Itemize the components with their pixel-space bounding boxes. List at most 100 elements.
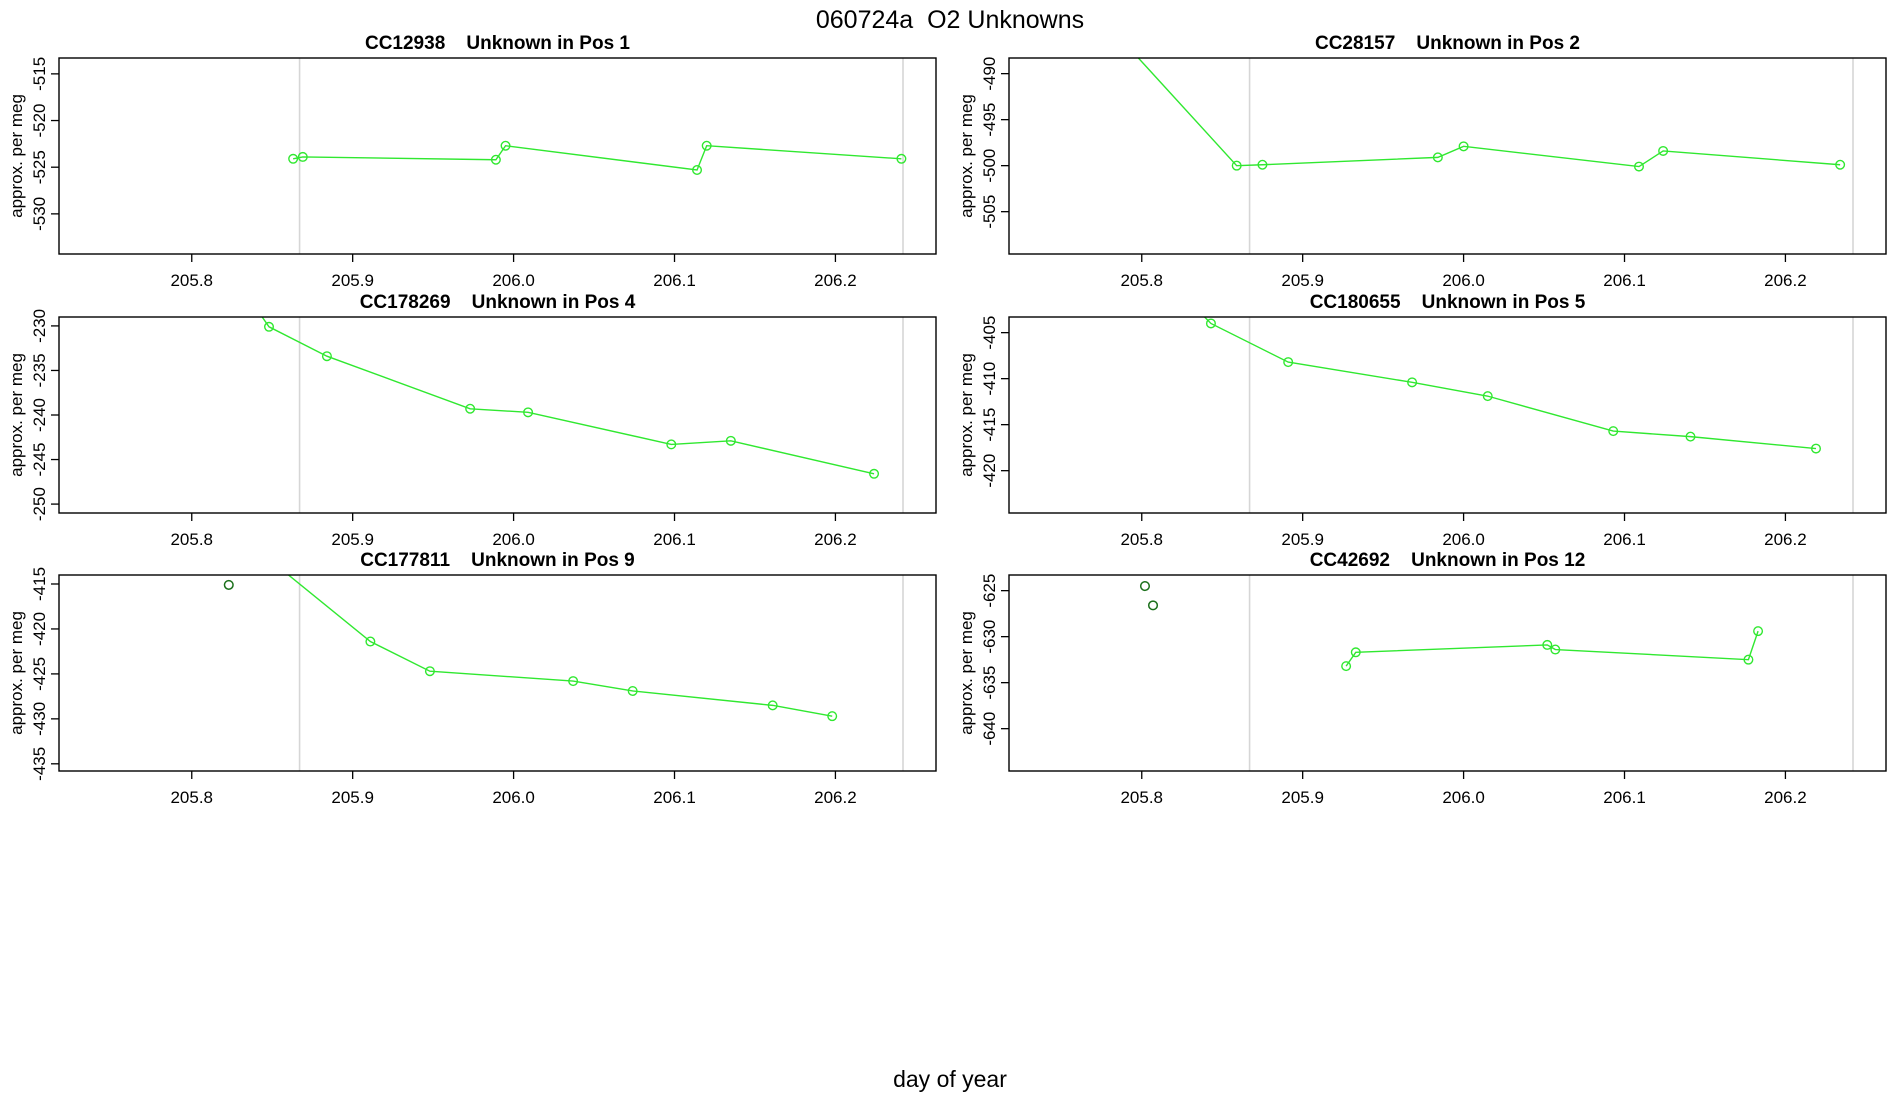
panel-CC178269: 205.8 205.9 206.0 206.1 206.2 -230 -235 -240 -24… xyxy=(7,276,937,549)
y-axis-label: approx. per meg xyxy=(957,611,976,735)
series-point xyxy=(1542,639,1553,650)
series-connected-samples xyxy=(287,575,838,722)
series-point xyxy=(365,636,376,647)
plot-box xyxy=(1008,574,1887,772)
series-point xyxy=(568,676,579,687)
y-tick-label: -625 xyxy=(980,574,999,608)
x-tick-label: 206.2 xyxy=(814,788,857,807)
series-point xyxy=(424,666,435,677)
panel-title: CC180655 Unknown in Pos 5 xyxy=(1310,292,1586,313)
y-axis-label: approx. per meg xyxy=(957,94,976,218)
y-tick-label: -505 xyxy=(980,195,999,229)
x-axis-label: day of year xyxy=(893,1066,1007,1092)
plot-box xyxy=(58,316,937,514)
series-point xyxy=(1835,159,1846,170)
series-point xyxy=(725,435,736,446)
x-tick-label: 205.8 xyxy=(1120,788,1163,807)
series-line xyxy=(1345,630,1759,667)
series-connected-samples xyxy=(1081,0,1846,172)
flagged-point xyxy=(1147,600,1159,611)
x-tick-label: 206.0 xyxy=(1442,530,1485,549)
y-tick-label: -405 xyxy=(980,316,999,350)
plot-box xyxy=(1008,316,1887,514)
series-point xyxy=(288,153,299,164)
series-point xyxy=(869,468,880,479)
y-tick-label: -435 xyxy=(30,747,49,781)
series-point xyxy=(1350,647,1361,658)
series-point xyxy=(500,140,511,151)
series-point xyxy=(297,151,308,162)
y-axis-label: approx. per meg xyxy=(7,611,26,735)
y-tick-label: -235 xyxy=(30,353,49,387)
series-line xyxy=(1203,317,1817,450)
x-tick-label: 205.9 xyxy=(1281,530,1324,549)
flagged-point xyxy=(223,579,234,590)
panel-title: CC42692 Unknown in Pos 12 xyxy=(1310,550,1586,571)
series-point xyxy=(1432,152,1443,163)
x-tick-label: 206.0 xyxy=(492,271,535,290)
y-tick-label: -525 xyxy=(30,150,49,184)
x-tick-label: 205.8 xyxy=(170,271,213,290)
panel-title: CC177811 Unknown in Pos 9 xyxy=(360,550,635,571)
x-tick-label: 206.1 xyxy=(653,271,696,290)
y-tick-label: -495 xyxy=(980,103,999,137)
series-point xyxy=(490,154,501,165)
series-point xyxy=(1081,0,1090,4)
series-point xyxy=(465,403,476,414)
series-point xyxy=(666,439,677,450)
x-tick-label: 206.1 xyxy=(1603,271,1646,290)
x-tick-label: 206.2 xyxy=(1764,530,1807,549)
series-point xyxy=(1482,391,1493,402)
series-point xyxy=(1685,431,1696,442)
series-point xyxy=(767,700,778,711)
series-point xyxy=(1205,318,1216,329)
y-axis-label: approx. per meg xyxy=(7,353,26,477)
series-line xyxy=(293,144,902,171)
series-point xyxy=(1407,377,1418,388)
x-tick-label: 205.8 xyxy=(1120,530,1163,549)
y-tick-label: -530 xyxy=(30,197,49,231)
x-tick-label: 205.9 xyxy=(331,788,374,807)
x-tick-label: 206.0 xyxy=(492,788,535,807)
x-tick-label: 206.0 xyxy=(1442,788,1485,807)
series-connected-samples xyxy=(1203,317,1822,454)
panel-CC180655: 205.8 205.9 206.0 206.1 206.2 -405 -410 -415 -42… xyxy=(957,292,1887,549)
y-tick-label: -640 xyxy=(980,712,999,746)
x-tick-label: 205.8 xyxy=(170,530,213,549)
x-tick-label: 205.8 xyxy=(1120,271,1163,290)
series-point xyxy=(1458,141,1469,152)
x-tick-label: 205.9 xyxy=(331,271,374,290)
series-point xyxy=(627,685,638,696)
y-tick-label: -635 xyxy=(980,666,999,700)
panel-CC42692: 205.8 205.9 206.0 206.1 206.2 -625 -630 -635 -64… xyxy=(957,550,1887,807)
y-tick-label: -520 xyxy=(30,104,49,138)
y-tick-label: -420 xyxy=(980,454,999,488)
x-tick-label: 205.9 xyxy=(1281,788,1324,807)
series-point xyxy=(1231,160,1242,171)
series-point xyxy=(1633,161,1644,172)
panel-title: CC178269 Unknown in Pos 4 xyxy=(360,292,636,313)
x-tick-label: 205.9 xyxy=(1281,271,1324,290)
x-tick-label: 206.1 xyxy=(653,788,696,807)
plot-box xyxy=(58,57,937,255)
series-connected-samples xyxy=(233,276,880,479)
y-tick-label: -430 xyxy=(30,702,49,736)
series-connected-samples xyxy=(1341,626,1764,672)
series-point xyxy=(233,276,242,285)
y-axis-label: approx. per meg xyxy=(957,353,976,477)
panel-CC177811: 205.8 205.9 206.0 206.1 206.2 -415 -420 -425 -43… xyxy=(7,550,937,807)
y-tick-label: -500 xyxy=(980,149,999,183)
panel-CC12938: 205.8 205.9 206.0 206.1 206.2 -515 -520 -525 -53… xyxy=(7,33,937,290)
x-tick-label: 206.0 xyxy=(492,530,535,549)
y-tick-label: -420 xyxy=(30,612,49,646)
x-tick-label: 206.0 xyxy=(1442,271,1485,290)
series-point xyxy=(896,153,907,164)
series-line xyxy=(287,575,833,717)
figure-title: 060724a O2 Unknowns xyxy=(815,6,1085,34)
x-tick-label: 205.8 xyxy=(170,788,213,807)
y-tick-label: -415 xyxy=(30,567,49,601)
series-point xyxy=(321,351,332,362)
y-tick-label: -250 xyxy=(30,487,49,521)
